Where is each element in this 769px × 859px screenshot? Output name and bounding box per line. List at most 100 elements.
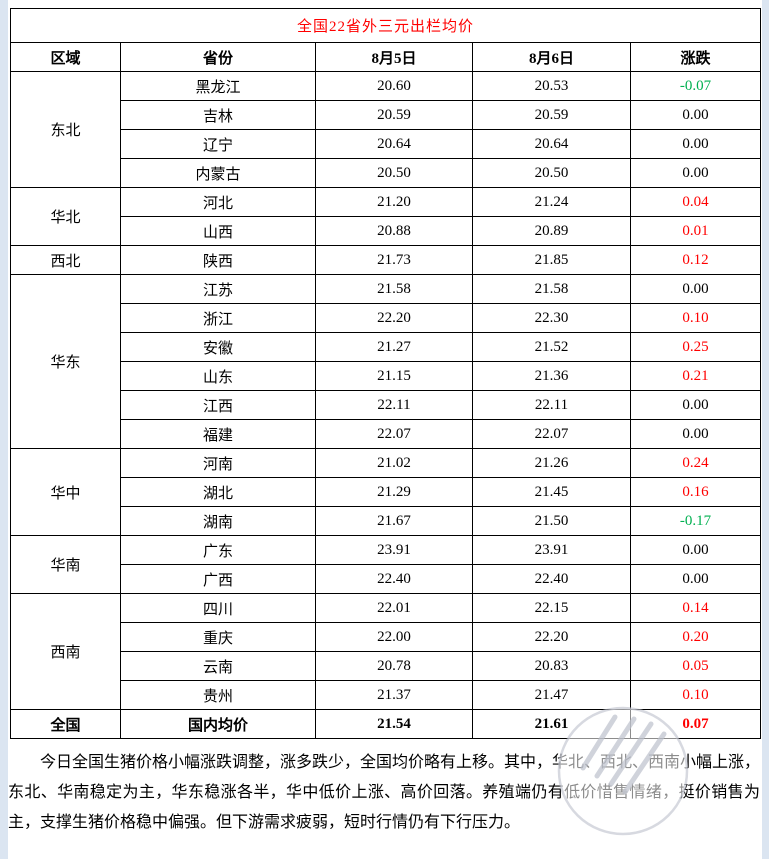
price-aug6-cell: 21.36 (472, 361, 631, 391)
change-cell: 0.10 (629, 680, 762, 710)
price-aug6-cell: 21.61 (472, 709, 631, 739)
price-aug6-cell: 22.30 (472, 303, 631, 333)
change-cell: 0.00 (629, 129, 762, 159)
table-row: 内蒙古 20.50 20.50 0.00 (11, 158, 762, 188)
province-cell: 云南 (120, 651, 316, 681)
price-aug6-cell: 20.59 (472, 100, 631, 130)
price-aug6-cell: 22.11 (472, 390, 631, 420)
province-cell: 广西 (120, 564, 316, 594)
table-row: 华北 河北 21.20 21.24 0.04 (10, 187, 762, 246)
price-aug5-cell: 22.07 (315, 419, 473, 449)
province-cell: 河北 (120, 187, 316, 217)
price-aug6-cell: 20.89 (472, 216, 631, 246)
table-row: 华中 河南 21.02 21.26 0.24 (10, 448, 762, 536)
price-aug5-cell: 22.20 (315, 303, 473, 333)
province-cell: 四川 (120, 593, 316, 623)
province-cell: 湖北 (120, 477, 316, 507)
table-row: 华东 江苏 21.58 21.58 0.00 (10, 274, 762, 449)
table-row: 湖北 21.29 21.45 0.16 (11, 477, 762, 507)
province-cell: 山西 (120, 216, 316, 246)
price-aug6-cell: 21.26 (472, 448, 631, 478)
province-cell: 贵州 (120, 680, 316, 710)
price-aug5-cell: 20.78 (315, 651, 473, 681)
table-row: 湖南 21.67 21.50 -0.17 (11, 506, 762, 536)
province-cell: 安徽 (120, 332, 316, 362)
change-cell: 0.00 (629, 274, 762, 304)
region-cell: 华南 (10, 535, 121, 594)
column-header-aug5: 8月5日 (315, 42, 473, 72)
price-aug5-cell: 22.01 (315, 593, 473, 623)
price-aug5-cell: 21.54 (315, 709, 473, 739)
table-row: 安徽 21.27 21.52 0.25 (11, 332, 762, 362)
price-aug5-cell: 20.88 (315, 216, 473, 246)
table-row: 西北 陕西 21.73 21.85 0.12 (10, 245, 762, 275)
table-row: 江西 22.11 22.11 0.00 (11, 390, 762, 420)
table-title-row: 全国22省外三元出栏均价 (9, 8, 762, 43)
province-cell: 江西 (120, 390, 316, 420)
price-aug6-cell: 21.52 (472, 332, 631, 362)
price-aug5-cell: 20.60 (315, 71, 473, 101)
table-row: 重庆 22.00 22.20 0.20 (11, 622, 762, 652)
change-cell: -0.07 (629, 71, 762, 101)
price-aug6-cell: 21.24 (472, 187, 631, 217)
change-cell: 0.00 (629, 158, 762, 188)
content-panel: 全国22省外三元出栏均价 区域 省份 8月5日 8月6日 涨跌 东北 黑龙江 20.… (8, 0, 762, 859)
region-cell: 华北 (10, 187, 121, 246)
price-aug5-cell: 21.15 (315, 361, 473, 391)
province-cell: 陕西 (120, 245, 316, 275)
province-cell: 湖南 (120, 506, 316, 536)
change-cell: 0.04 (629, 187, 762, 217)
change-cell: 0.00 (629, 390, 762, 420)
change-cell: 0.16 (629, 477, 762, 507)
price-aug6-cell: 22.07 (472, 419, 631, 449)
change-cell: 0.05 (629, 651, 762, 681)
pig-price-table: 全国22省外三元出栏均价 区域 省份 8月5日 8月6日 涨跌 东北 黑龙江 20.… (9, 8, 762, 739)
price-aug5-cell: 21.67 (315, 506, 473, 536)
price-aug6-cell: 21.85 (472, 245, 631, 275)
price-aug5-cell: 20.59 (315, 100, 473, 130)
change-cell: 0.24 (629, 448, 762, 478)
table-row: 辽宁 20.64 20.64 0.00 (11, 129, 762, 159)
column-header-province: 省份 (120, 42, 316, 72)
change-cell: 0.12 (629, 245, 762, 275)
province-cell: 广东 (120, 535, 316, 565)
price-aug6-cell: 21.58 (472, 274, 631, 304)
region-cell: 华中 (10, 448, 121, 536)
market-commentary: 今日全国生猪价格小幅涨跌调整，涨多跌少，全国均价略有上移。其中，华北、西北、西南… (8, 754, 761, 831)
table-row: 浙江 22.20 22.30 0.10 (11, 303, 762, 333)
price-aug6-cell: 21.45 (472, 477, 631, 507)
column-header-aug6: 8月6日 (472, 42, 631, 72)
price-aug5-cell: 21.20 (315, 187, 473, 217)
change-cell: 0.10 (629, 303, 762, 333)
price-aug5-cell: 22.00 (315, 622, 473, 652)
column-header-change: 涨跌 (629, 42, 762, 72)
province-cell: 黑龙江 (120, 71, 316, 101)
change-cell: 0.21 (629, 361, 762, 391)
change-cell: 0.14 (629, 593, 762, 623)
change-cell: 0.20 (629, 622, 762, 652)
price-aug5-cell: 21.58 (315, 274, 473, 304)
change-cell: 0.01 (629, 216, 762, 246)
price-aug5-cell: 21.73 (315, 245, 473, 275)
province-cell: 江苏 (120, 274, 316, 304)
price-aug5-cell: 22.40 (315, 564, 473, 594)
change-cell: 0.25 (629, 332, 762, 362)
price-aug5-cell: 21.37 (315, 680, 473, 710)
table-row: 山东 21.15 21.36 0.21 (11, 361, 762, 391)
province-cell: 河南 (120, 448, 316, 478)
table-title: 全国22省外三元出栏均价 (9, 8, 762, 43)
price-aug6-cell: 23.91 (472, 535, 631, 565)
table-header-row: 区域 省份 8月5日 8月6日 涨跌 (10, 42, 762, 72)
table-row: 福建 22.07 22.07 0.00 (11, 419, 762, 449)
price-aug6-cell: 22.40 (472, 564, 631, 594)
province-cell: 山东 (120, 361, 316, 391)
province-cell: 浙江 (120, 303, 316, 333)
price-aug5-cell: 21.29 (315, 477, 473, 507)
change-cell: 0.00 (629, 100, 762, 130)
province-cell: 福建 (120, 419, 316, 449)
table-row: 华南 广东 23.91 23.91 0.00 (10, 535, 762, 594)
table-row: 贵州 21.37 21.47 0.10 (11, 680, 762, 710)
change-cell: -0.17 (629, 506, 762, 536)
change-cell: 0.00 (629, 564, 762, 594)
